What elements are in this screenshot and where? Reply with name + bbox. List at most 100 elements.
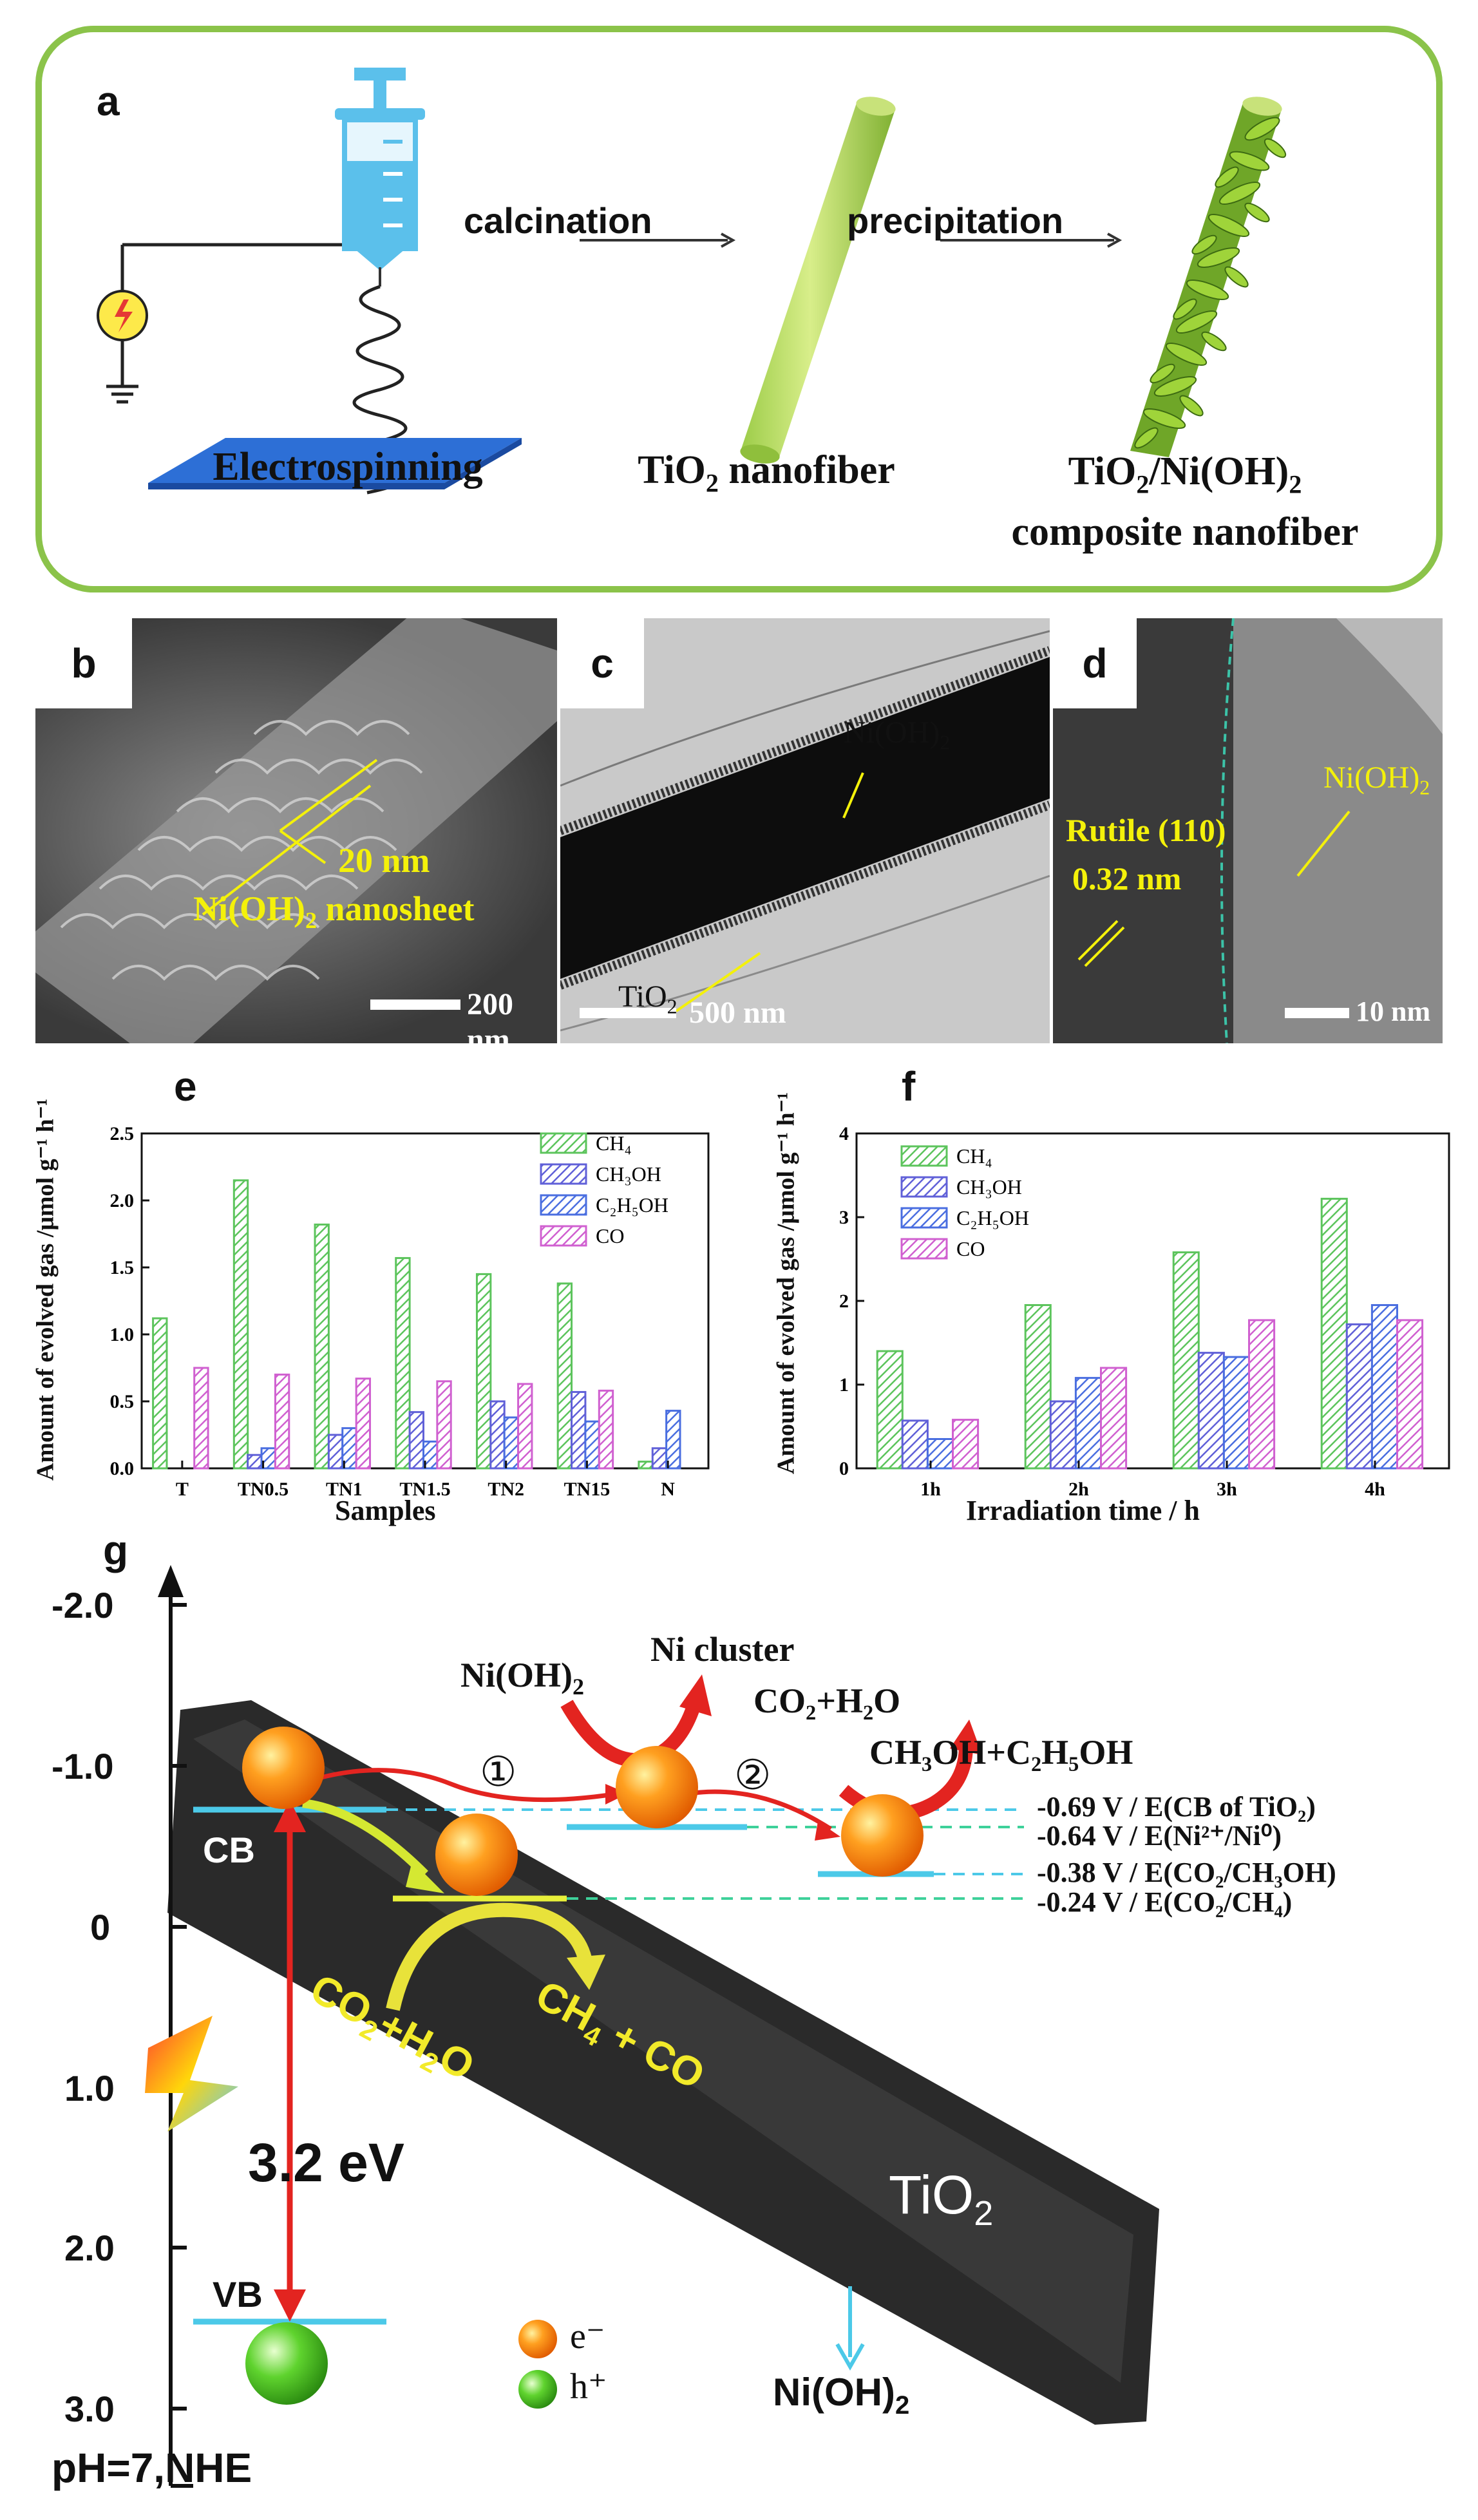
tio2-label-c: TiO2 <box>618 980 677 1018</box>
bar-3h-3 <box>1248 1319 1276 1470</box>
scale-bar-c: 500 nm <box>689 996 786 1030</box>
bar-3h-2 <box>1222 1356 1251 1470</box>
y-tick-label: 3 <box>839 1207 849 1228</box>
legend-label: C₂H₅OH <box>956 1206 1029 1229</box>
y-tick-label: 1.5 <box>110 1257 135 1278</box>
bar-2h-1 <box>1049 1400 1077 1470</box>
x-tick-label: TN0.5 <box>238 1479 289 1500</box>
y-tick-label: 0.5 <box>110 1391 135 1412</box>
nioh-reactant-label: Ni(OH)2 <box>460 1656 584 1700</box>
bar-TN15-3 <box>598 1389 614 1470</box>
electron-cb <box>242 1727 325 1809</box>
bar-3h-1 <box>1197 1352 1225 1470</box>
panel-d-letter: d <box>1082 640 1108 687</box>
bar-3h-0 <box>1172 1251 1200 1470</box>
precipitation-label: precipitation <box>847 200 1064 241</box>
band-diagram <box>145 1565 1159 2488</box>
light-bolt-icon <box>145 2016 238 2132</box>
bar-TN1.5-1 <box>408 1411 424 1470</box>
tio2-fiber-label: TiO2 <box>889 2165 994 2233</box>
legend-electron-label: e⁻ <box>570 2316 605 2356</box>
legend-swatch <box>900 1238 948 1260</box>
composite-nanofiber-caption: TiO2/Ni(OH)2 composite nanofiber <box>1011 450 1359 554</box>
chart-e-plot: 0.0 0.5 1.0 1.5 2.0 2.5 T TN0.5 TN1 TN1.5 TN2 TN15 N… <box>110 1123 710 1500</box>
axis-tick-1: -1.0 <box>52 1746 114 1786</box>
y-tick-label: 0 <box>839 1458 849 1479</box>
chart-f-plot: 0 1 2 3 4 1h 2h 3h 4h CH₄ CH₃OH C₂H₅OH CO <box>839 1123 1450 1500</box>
legend-label: CH₄ <box>596 1132 632 1155</box>
y-tick-label: 2.5 <box>110 1123 135 1144</box>
legend-swatch <box>900 1207 948 1229</box>
legend-swatch <box>540 1194 587 1216</box>
legend-swatch <box>540 1163 587 1185</box>
bar-1h-2 <box>926 1438 954 1470</box>
bar-TN1-3 <box>355 1378 372 1470</box>
rutile-label: Rutile (110) <box>1066 812 1226 848</box>
legend-electron-icon <box>518 2320 557 2358</box>
nioh-label-c: Ni(OH)2 <box>844 715 951 754</box>
bar-4h-1 <box>1345 1323 1373 1470</box>
legend-swatch <box>900 1176 948 1198</box>
y-tick-label: 2 <box>839 1291 849 1312</box>
x-tick-label: 3h <box>1217 1479 1237 1500</box>
electrospinning-caption: Electrospinning <box>213 445 483 489</box>
cb-label: CB <box>203 1830 255 1870</box>
axis-caption: pH=7,NHE <box>52 2445 252 2491</box>
nanosheet-thickness-label: 20 nm <box>338 841 430 880</box>
axis-tick-5: 3.0 <box>64 2389 115 2429</box>
bar-TN1-1 <box>327 1434 344 1470</box>
bar-4h-3 <box>1396 1319 1424 1470</box>
x-tick-label: T <box>176 1479 189 1500</box>
bar-2h-2 <box>1074 1377 1102 1470</box>
bar-1h-0 <box>876 1350 904 1470</box>
legend-label: CH₃OH <box>596 1162 661 1186</box>
legend-hole-label: h⁺ <box>570 2367 607 2407</box>
alcohol-products-label: CH₃OH+C₂H₅OH <box>869 1733 1133 1772</box>
electron-transfer <box>435 1814 518 1896</box>
axis-tick-2: 0 <box>90 1907 111 1947</box>
legend-label: CH₄ <box>956 1144 992 1168</box>
x-tick-label: TN1 <box>326 1479 363 1500</box>
axis-tick-3: 1.0 <box>64 2068 115 2108</box>
step-1-marker: ① <box>480 1749 517 1795</box>
bar-N-1 <box>651 1447 668 1470</box>
legend-hole-icon <box>518 2370 557 2409</box>
nioh-label-d: Ni(OH)2 <box>1323 761 1430 799</box>
chart-e: e Amount of evolved gas /μmol g⁻¹ h⁻¹ Sa… <box>13 1056 734 1539</box>
bar-TN2-3 <box>517 1383 533 1470</box>
bar-T-3 <box>193 1367 209 1470</box>
tio2-nanofiber-icon <box>740 97 896 464</box>
x-tick-label: 1h <box>920 1479 941 1500</box>
scale-bar-d: 10 nm <box>1356 996 1431 1027</box>
x-tick-label: TN2 <box>488 1479 524 1500</box>
bar-TN0.5-0 <box>232 1179 249 1470</box>
bar-TN1.5-0 <box>395 1256 411 1470</box>
bar-TN15-0 <box>556 1282 573 1470</box>
legend-swatch <box>900 1145 948 1167</box>
nioh-bottom-label: Ni(OH)2 <box>773 2371 910 2420</box>
panel-b-letter: b <box>71 640 97 687</box>
chart-f: f Amount of evolved gas /μmol g⁻¹ h⁻¹ Ir… <box>753 1056 1475 1539</box>
panel-g-letter: g <box>103 1527 129 1573</box>
composite-nanofiber-icon <box>1130 97 1287 457</box>
legend-label: CO <box>956 1237 985 1260</box>
axis-tick-0: -2.0 <box>52 1585 114 1625</box>
hrtem-image-panel-d: d Rutile (110) 0.32 nm Ni(OH)2 10 nm <box>1053 618 1443 1043</box>
chart-f-letter: f <box>902 1063 916 1110</box>
legend-label: C₂H₅OH <box>596 1193 668 1217</box>
x-tick-label: 2h <box>1068 1479 1089 1500</box>
axis-tick-4: 2.0 <box>64 2228 115 2268</box>
calcination-label: calcination <box>464 200 652 241</box>
panel-g: g <box>0 1526 1478 2520</box>
collector-plate <box>148 438 522 489</box>
bar-N-0 <box>638 1461 654 1470</box>
bar-TN2-0 <box>475 1273 492 1470</box>
co2-h2o-top-label: CO₂+H₂O <box>753 1682 901 1720</box>
bar-N-2 <box>665 1410 681 1470</box>
potential-ch4: -0.24 V / E(CO₂/CH₄) <box>1037 1886 1293 1918</box>
sem-image-panel-b: b 20 nm Ni(OH)2 nanosheet 200 nm <box>35 618 557 1043</box>
electrospinning-scheme <box>97 68 1287 495</box>
hole-vb <box>245 2322 328 2405</box>
legend-swatch <box>540 1225 587 1247</box>
bar-1h-3 <box>952 1419 980 1470</box>
